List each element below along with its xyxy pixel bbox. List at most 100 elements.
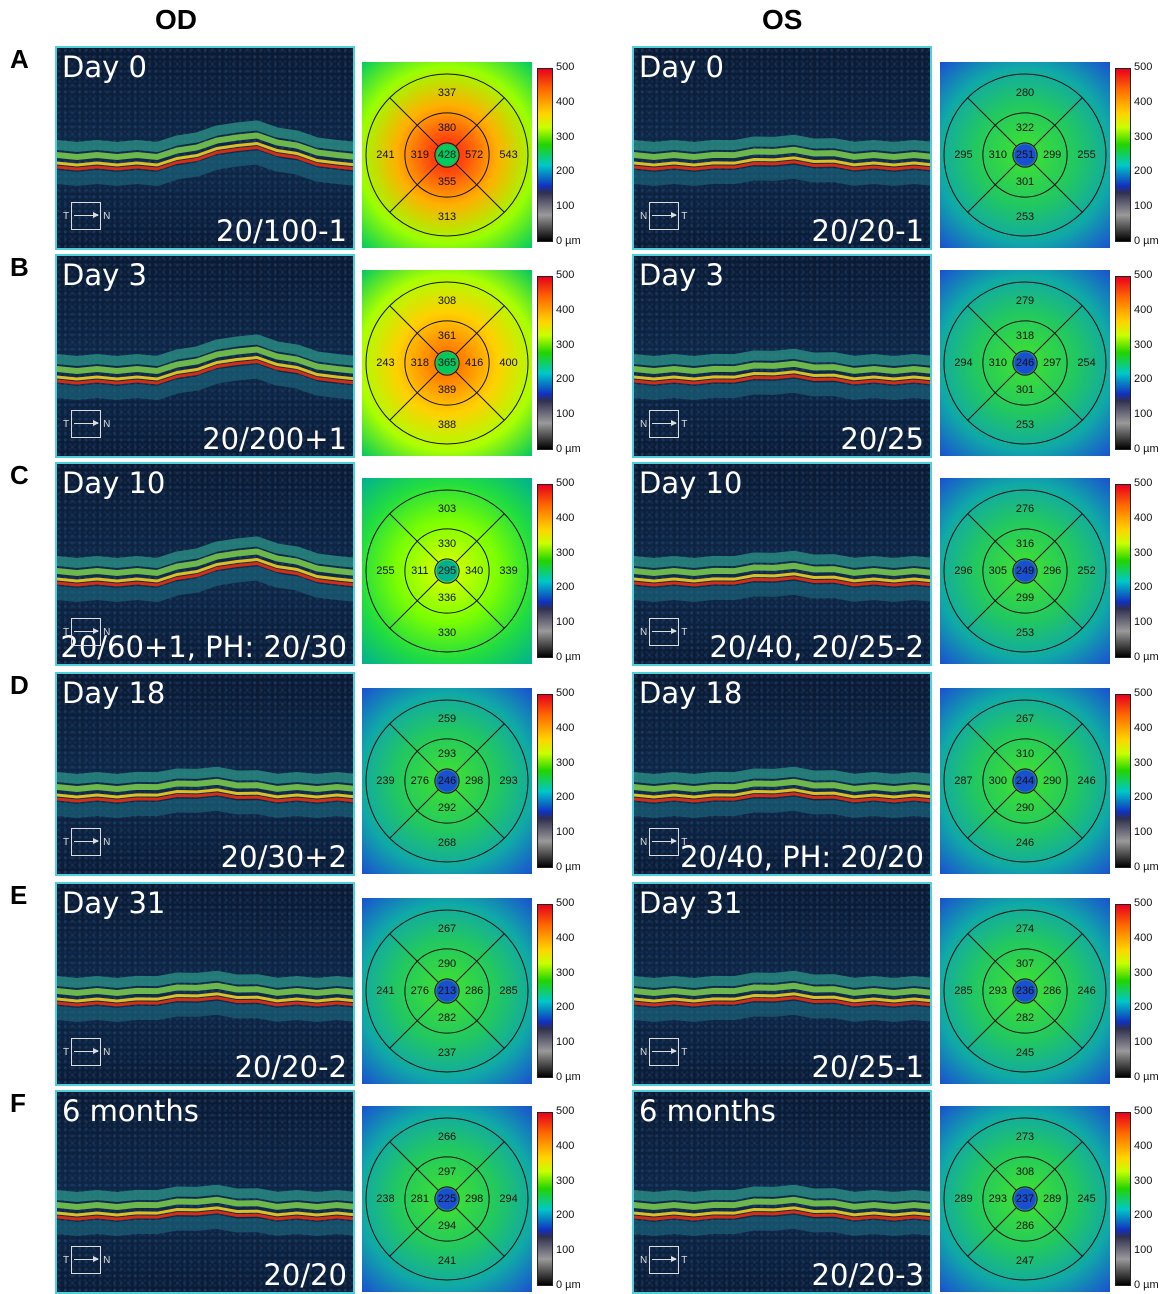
map-value-outer-top: 303	[437, 503, 457, 516]
thickness-map-os: 251 322 301 310 299 280 253 295 255	[940, 62, 1110, 248]
retina-layers	[634, 348, 930, 401]
colorbar-tick: 100	[1134, 826, 1153, 839]
colorbar-tick: 400	[556, 95, 575, 108]
map-value-center: 236	[1015, 985, 1035, 997]
colorbar	[1115, 276, 1131, 450]
day-label: Day 0	[62, 50, 147, 84]
map-value-outer-bottom: 253	[1015, 210, 1035, 223]
map-value-center: 246	[437, 775, 457, 787]
map-value-outer-top: 308	[437, 295, 457, 308]
etdrs-grid	[365, 1117, 529, 1281]
colorbar-tick: 400	[556, 1139, 575, 1152]
colorbar-tick: 200	[1134, 1209, 1153, 1222]
map-value-inner-top: 361	[437, 329, 457, 342]
colorbar	[1115, 484, 1131, 658]
day-label: Day 18	[639, 676, 743, 710]
colorbar-tick: 300	[1134, 756, 1153, 769]
map-value-inner-left: 293	[988, 985, 1008, 997]
colorbar-tick: 0 µm	[1134, 1071, 1159, 1083]
colorbar-tick: 0 µm	[1134, 443, 1159, 455]
colorbar-tick: 300	[556, 756, 575, 769]
map-value-inner-left: 318	[410, 357, 430, 369]
day-label: Day 18	[62, 676, 166, 710]
map-value-inner-bottom: 286	[1015, 1220, 1035, 1233]
colorbar-tick: 100	[556, 408, 575, 421]
map-value-outer-top: 266	[437, 1131, 457, 1144]
map-value-outer-left: 296	[954, 565, 973, 577]
thickness-map-od: 225 297 294 281 298 266 241 238 294	[362, 1106, 532, 1292]
orientation-right: T	[681, 1254, 688, 1266]
map-value-outer-left: 295	[954, 149, 973, 161]
map-value-outer-right: 339	[499, 565, 518, 577]
map-value-outer-right: 400	[499, 357, 518, 369]
colorbar-tick: 400	[1134, 95, 1153, 108]
thickness-map-od: 428 380 355 319 572 337 313 241 543	[362, 62, 532, 248]
map-value-outer-right: 246	[1077, 985, 1096, 997]
row-letter: C	[10, 460, 29, 490]
colorbar-tick: 0 µm	[556, 1071, 581, 1083]
map-value-inner-right: 290	[1042, 775, 1062, 787]
map-value-outer-bottom: 330	[437, 626, 457, 639]
map-value-inner-right: 340	[464, 565, 484, 577]
colorbar-tick: 500	[1134, 61, 1153, 73]
colorbar-tick: 200	[1134, 791, 1153, 804]
map-value-outer-bottom: 247	[1015, 1254, 1035, 1267]
day-label: Day 31	[62, 886, 166, 920]
map-value-inner-top: 330	[437, 537, 457, 550]
map-value-inner-right: 289	[1042, 1193, 1062, 1205]
colorbar-tick: 100	[1134, 408, 1153, 421]
colorbar-tick: 500	[556, 269, 575, 281]
map-value-outer-bottom: 313	[437, 210, 457, 223]
colorbar-tick: 400	[556, 303, 575, 316]
orientation-left: T	[63, 1046, 70, 1058]
row-letter: D	[10, 670, 29, 700]
visual-acuity: 20/30+2	[220, 840, 347, 874]
retina-layers	[57, 334, 353, 401]
oct-scan-os: Day 3 20/25 N T	[632, 254, 932, 458]
map-value-inner-top: 308	[1015, 1165, 1035, 1178]
map-value-outer-right: 245	[1077, 1193, 1096, 1205]
map-value-center: 295	[437, 565, 457, 577]
row-letter: A	[10, 44, 29, 74]
map-value-inner-left: 310	[988, 149, 1008, 161]
colorbar-tick: 400	[1134, 1139, 1153, 1152]
map-value-inner-right: 416	[464, 357, 484, 369]
visual-acuity: 20/100-1	[216, 214, 347, 248]
orientation-left: T	[63, 836, 70, 848]
colorbar-tick: 400	[1134, 303, 1153, 316]
map-value-inner-right: 297	[1042, 357, 1062, 369]
retina-layers	[57, 766, 353, 819]
colorbar-tick: 100	[556, 1036, 575, 1049]
colorbar-tick: 300	[1134, 546, 1153, 559]
map-value-center: 244	[1015, 775, 1035, 787]
day-label: Day 10	[62, 466, 166, 500]
map-value-outer-top: 337	[437, 87, 457, 100]
map-value-inner-bottom: 292	[437, 802, 457, 815]
colorbar-tick: 200	[556, 165, 575, 178]
map-value-inner-top: 380	[437, 121, 457, 134]
colorbar-tick: 500	[1134, 477, 1153, 489]
etdrs-grid	[943, 489, 1107, 653]
row-letter: E	[10, 880, 28, 910]
orientation-right: T	[681, 1046, 688, 1058]
colorbar	[537, 68, 553, 242]
colorbar-tick: 300	[556, 338, 575, 351]
arrow-icon	[649, 828, 680, 856]
map-value-inner-right: 286	[1042, 985, 1062, 997]
colorbar-tick: 0 µm	[556, 443, 581, 455]
map-value-outer-right: 254	[1077, 357, 1096, 369]
colorbar-tick: 100	[556, 826, 575, 839]
colorbar-tick: 400	[1134, 931, 1153, 944]
orientation-left: N	[640, 1046, 648, 1058]
map-value-inner-top: 297	[437, 1165, 457, 1178]
map-value-center: 225	[437, 1193, 457, 1205]
thickness-map-od: 365 361 389 318 416 308 388 243 400	[362, 270, 532, 456]
map-value-outer-bottom: 388	[437, 418, 457, 431]
colorbar-tick: 400	[1134, 511, 1153, 524]
map-value-inner-bottom: 282	[1015, 1012, 1035, 1025]
colorbar-tick: 300	[556, 546, 575, 559]
